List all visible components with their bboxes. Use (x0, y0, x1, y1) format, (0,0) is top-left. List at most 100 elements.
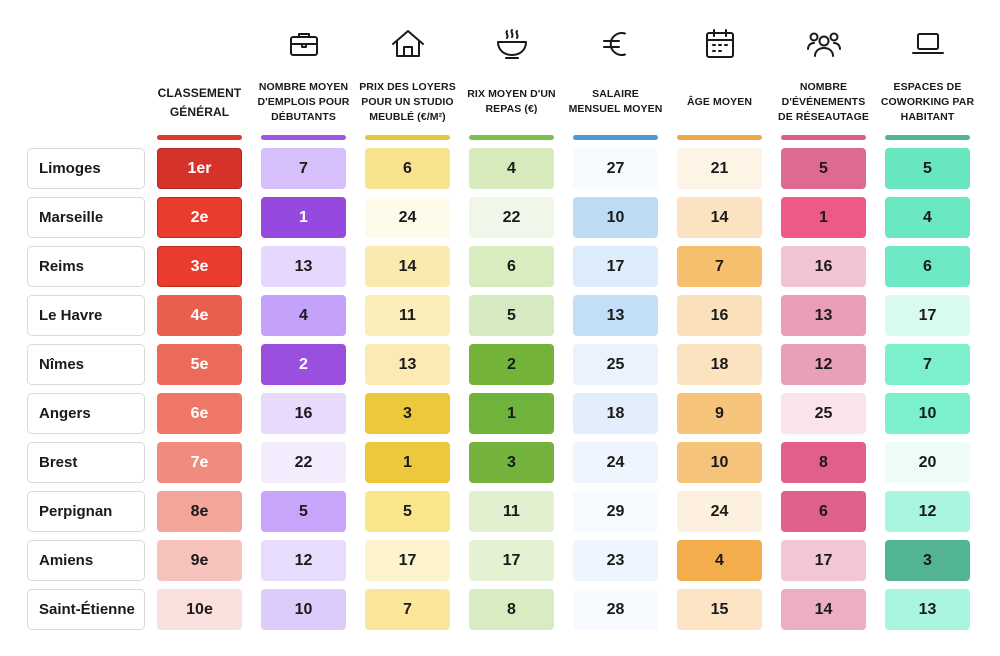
column-header-rank: CLASSEMENT GÉNÉRAL (157, 86, 242, 119)
column-bar-age (677, 135, 762, 140)
cell-rent: 24 (365, 197, 450, 238)
city-label: Nîmes (27, 344, 145, 385)
laptop-icon (908, 24, 948, 64)
cell-rent: 1 (365, 442, 450, 483)
cell-rank: 9e (157, 540, 242, 581)
cell-rent: 5 (365, 491, 450, 532)
cell-coworking: 4 (885, 197, 970, 238)
cell-rent: 6 (365, 148, 450, 189)
cell-rent: 3 (365, 393, 450, 434)
cell-jobs: 13 (261, 246, 346, 287)
cell-jobs: 10 (261, 589, 346, 630)
cell-rank: 5e (157, 344, 242, 385)
cell-age: 15 (677, 589, 762, 630)
cell-meal: 5 (469, 295, 554, 336)
cell-events: 8 (781, 442, 866, 483)
cell-meal: 17 (469, 540, 554, 581)
column-bar-rent (365, 135, 450, 140)
cell-rank: 3e (157, 246, 242, 287)
cell-rank: 6e (157, 393, 242, 434)
cell-age: 7 (677, 246, 762, 287)
cell-rank: 2e (157, 197, 242, 238)
cell-age: 9 (677, 393, 762, 434)
cell-rent: 13 (365, 344, 450, 385)
city-label: Le Havre (27, 295, 145, 336)
cell-age: 21 (677, 148, 762, 189)
cell-meal: 2 (469, 344, 554, 385)
cell-meal: 4 (469, 148, 554, 189)
cell-salary: 27 (573, 148, 658, 189)
column-bar-rank (157, 135, 242, 140)
cell-coworking: 20 (885, 442, 970, 483)
calendar-icon (700, 24, 740, 64)
cell-age: 10 (677, 442, 762, 483)
cell-meal: 6 (469, 246, 554, 287)
cell-events: 6 (781, 491, 866, 532)
cell-jobs: 4 (261, 295, 346, 336)
cell-salary: 25 (573, 344, 658, 385)
cell-age: 24 (677, 491, 762, 532)
column-header-jobs: NOMBRE MOYEN D'EMPLOIS POUR DÉBUTANTS (257, 80, 350, 123)
cell-salary: 17 (573, 246, 658, 287)
cell-rent: 11 (365, 295, 450, 336)
cell-events: 14 (781, 589, 866, 630)
cell-coworking: 12 (885, 491, 970, 532)
cell-salary: 18 (573, 393, 658, 434)
cell-age: 16 (677, 295, 762, 336)
cell-meal: 22 (469, 197, 554, 238)
cell-rent: 7 (365, 589, 450, 630)
city-label: Saint-Étienne (27, 589, 145, 630)
cell-jobs: 12 (261, 540, 346, 581)
cell-coworking: 5 (885, 148, 970, 189)
column-header-meal: RIX MOYEN D'UN REPAS (€) (467, 88, 556, 115)
cell-salary: 10 (573, 197, 658, 238)
column-bar-coworking (885, 135, 970, 140)
cell-events: 12 (781, 344, 866, 385)
cell-coworking: 13 (885, 589, 970, 630)
column-header-rent: PRIX DES LOYERS POUR UN STUDIO MEUBLÉ (€… (359, 80, 456, 123)
cell-jobs: 22 (261, 442, 346, 483)
cell-events: 5 (781, 148, 866, 189)
cell-rent: 14 (365, 246, 450, 287)
city-label: Reims (27, 246, 145, 287)
cell-coworking: 6 (885, 246, 970, 287)
column-header-coworking: ESPACES DE COWORKING PAR HABITANT (880, 80, 975, 123)
cell-rent: 17 (365, 540, 450, 581)
cell-events: 16 (781, 246, 866, 287)
city-label: Marseille (27, 197, 145, 238)
cell-age: 18 (677, 344, 762, 385)
cell-jobs: 2 (261, 344, 346, 385)
cell-meal: 3 (469, 442, 554, 483)
column-header-events: NOMBRE D'ÉVÉNEMENTS DE RÉSEAUTAGE (778, 80, 869, 123)
cell-rank: 1er (157, 148, 242, 189)
column-header-age: ÂGE MOYEN (686, 95, 753, 108)
cell-age: 14 (677, 197, 762, 238)
city-label: Perpignan (27, 491, 145, 532)
city-label: Amiens (27, 540, 145, 581)
column-bar-salary (573, 135, 658, 140)
cell-events: 1 (781, 197, 866, 238)
column-bar-jobs (261, 135, 346, 140)
cell-events: 25 (781, 393, 866, 434)
cell-coworking: 10 (885, 393, 970, 434)
column-bar-events (781, 135, 866, 140)
cell-salary: 13 (573, 295, 658, 336)
cell-salary: 28 (573, 589, 658, 630)
euro-icon (596, 24, 636, 64)
cell-coworking: 3 (885, 540, 970, 581)
cell-coworking: 7 (885, 344, 970, 385)
cell-meal: 8 (469, 589, 554, 630)
cell-coworking: 17 (885, 295, 970, 336)
cell-meal: 1 (469, 393, 554, 434)
cell-rank: 4e (157, 295, 242, 336)
cell-age: 4 (677, 540, 762, 581)
city-label: Angers (27, 393, 145, 434)
house-icon (388, 24, 428, 64)
cell-rank: 7e (157, 442, 242, 483)
cell-rank: 8e (157, 491, 242, 532)
bowl-icon (492, 24, 532, 64)
column-bar-meal (469, 135, 554, 140)
cell-salary: 23 (573, 540, 658, 581)
cell-events: 13 (781, 295, 866, 336)
